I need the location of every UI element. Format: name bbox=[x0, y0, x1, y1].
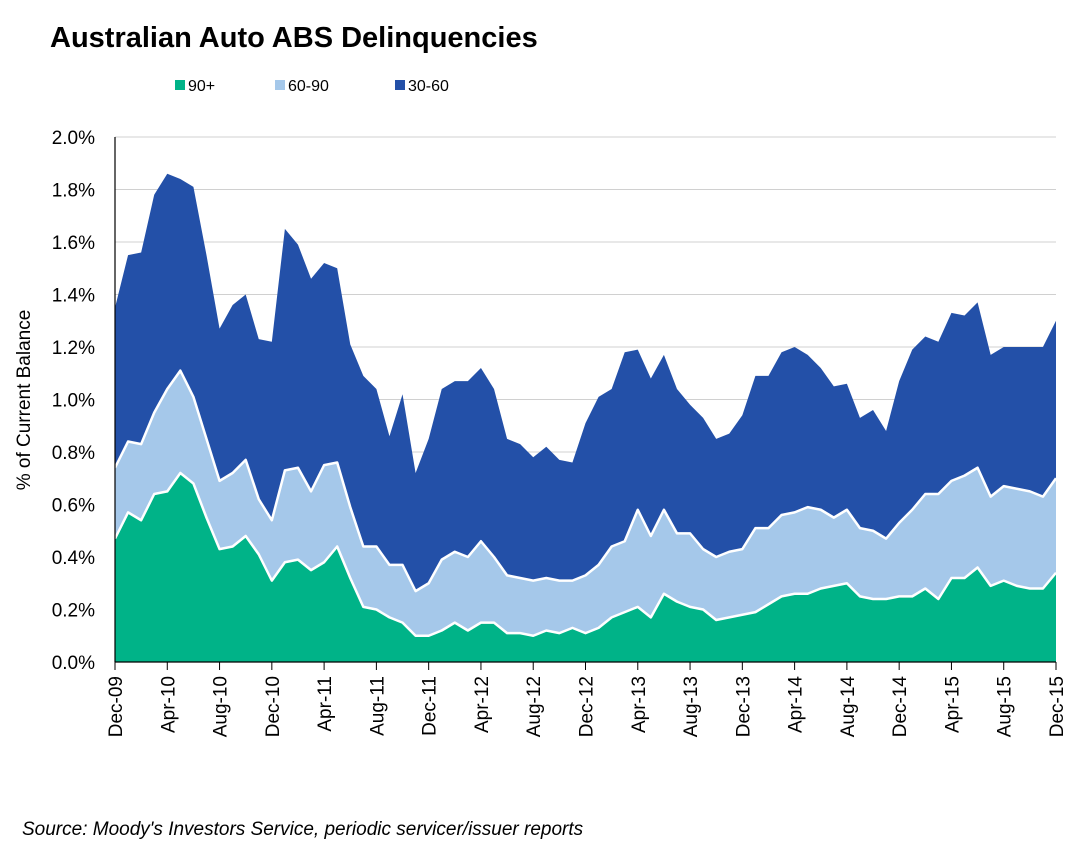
y-tick-label: 2.0% bbox=[52, 128, 95, 149]
x-tick-label: Aug-13 bbox=[681, 676, 702, 737]
x-axis-ticks: Dec-09 Apr-10 Aug-10 Dec-10 Apr-11 Aug-11 Dec-… bbox=[106, 662, 1068, 737]
y-axis-ticks: 0.0% 0.2% 0.4% 0.6% 0.8% 1.0% 1.2% 1.4% 1.6% 1.8%… bbox=[52, 128, 95, 674]
y-tick-label: 1.0% bbox=[52, 391, 95, 412]
y-tick-label: 1.8% bbox=[52, 181, 95, 202]
x-tick-label: Aug-14 bbox=[838, 676, 859, 738]
y-tick-label: 0.2% bbox=[52, 601, 95, 622]
x-tick-label: Dec-15 bbox=[1047, 676, 1068, 737]
series-boundary-line bbox=[113, 471, 1057, 637]
chart-title: Australian Auto ABS Delinquencies bbox=[50, 22, 538, 54]
series-boundary-line bbox=[113, 369, 1058, 593]
y-tick-label: 1.4% bbox=[52, 286, 95, 307]
x-tick-label: Aug-12 bbox=[524, 676, 545, 737]
x-tick-label: Dec-13 bbox=[733, 676, 754, 737]
y-axis-title: % of Current Balance bbox=[14, 310, 35, 491]
x-tick-label: Apr-14 bbox=[786, 676, 807, 733]
legend-label: 60-90 bbox=[288, 78, 329, 95]
legend-item: 60-90 bbox=[275, 78, 329, 95]
area-series-3 bbox=[115, 173, 1056, 592]
y-tick-label: 0.6% bbox=[52, 496, 95, 517]
x-tick-label: Aug-10 bbox=[211, 676, 232, 737]
x-tick-label: Apr-13 bbox=[629, 676, 650, 733]
legend-label: 90+ bbox=[188, 78, 215, 95]
legend-swatch bbox=[395, 80, 405, 90]
x-tick-label: Dec-12 bbox=[577, 676, 598, 737]
x-tick-label: Apr-11 bbox=[315, 676, 336, 732]
area-series-1 bbox=[115, 473, 1056, 662]
legend-item: 90+ bbox=[175, 78, 215, 95]
x-tick-label: Dec-14 bbox=[890, 676, 911, 738]
x-tick-label: Dec-11 bbox=[420, 676, 441, 736]
y-tick-label: 1.2% bbox=[52, 338, 95, 359]
y-tick-label: 0.0% bbox=[52, 653, 95, 674]
plot-area bbox=[113, 173, 1058, 662]
legend-item: 30-60 bbox=[395, 78, 449, 95]
x-tick-label: Apr-15 bbox=[942, 676, 963, 733]
legend-label: 30-60 bbox=[408, 78, 449, 95]
legend-swatch bbox=[275, 80, 285, 90]
source-note: Source: Moody's Investors Service, perio… bbox=[22, 819, 584, 840]
x-tick-label: Dec-10 bbox=[263, 676, 284, 737]
x-tick-label: Apr-10 bbox=[158, 676, 179, 733]
x-tick-label: Dec-09 bbox=[106, 676, 127, 737]
y-tick-label: 0.8% bbox=[52, 443, 95, 464]
x-tick-label: Aug-15 bbox=[995, 676, 1016, 737]
area-series-2 bbox=[115, 370, 1056, 636]
legend: 90+ 60-90 30-60 bbox=[175, 78, 449, 95]
y-tick-label: 0.4% bbox=[52, 548, 95, 569]
legend-swatch bbox=[175, 80, 185, 90]
y-tick-label: 1.6% bbox=[52, 233, 95, 254]
x-tick-label: Aug-11 bbox=[367, 676, 388, 736]
x-tick-label: Apr-12 bbox=[472, 676, 493, 733]
